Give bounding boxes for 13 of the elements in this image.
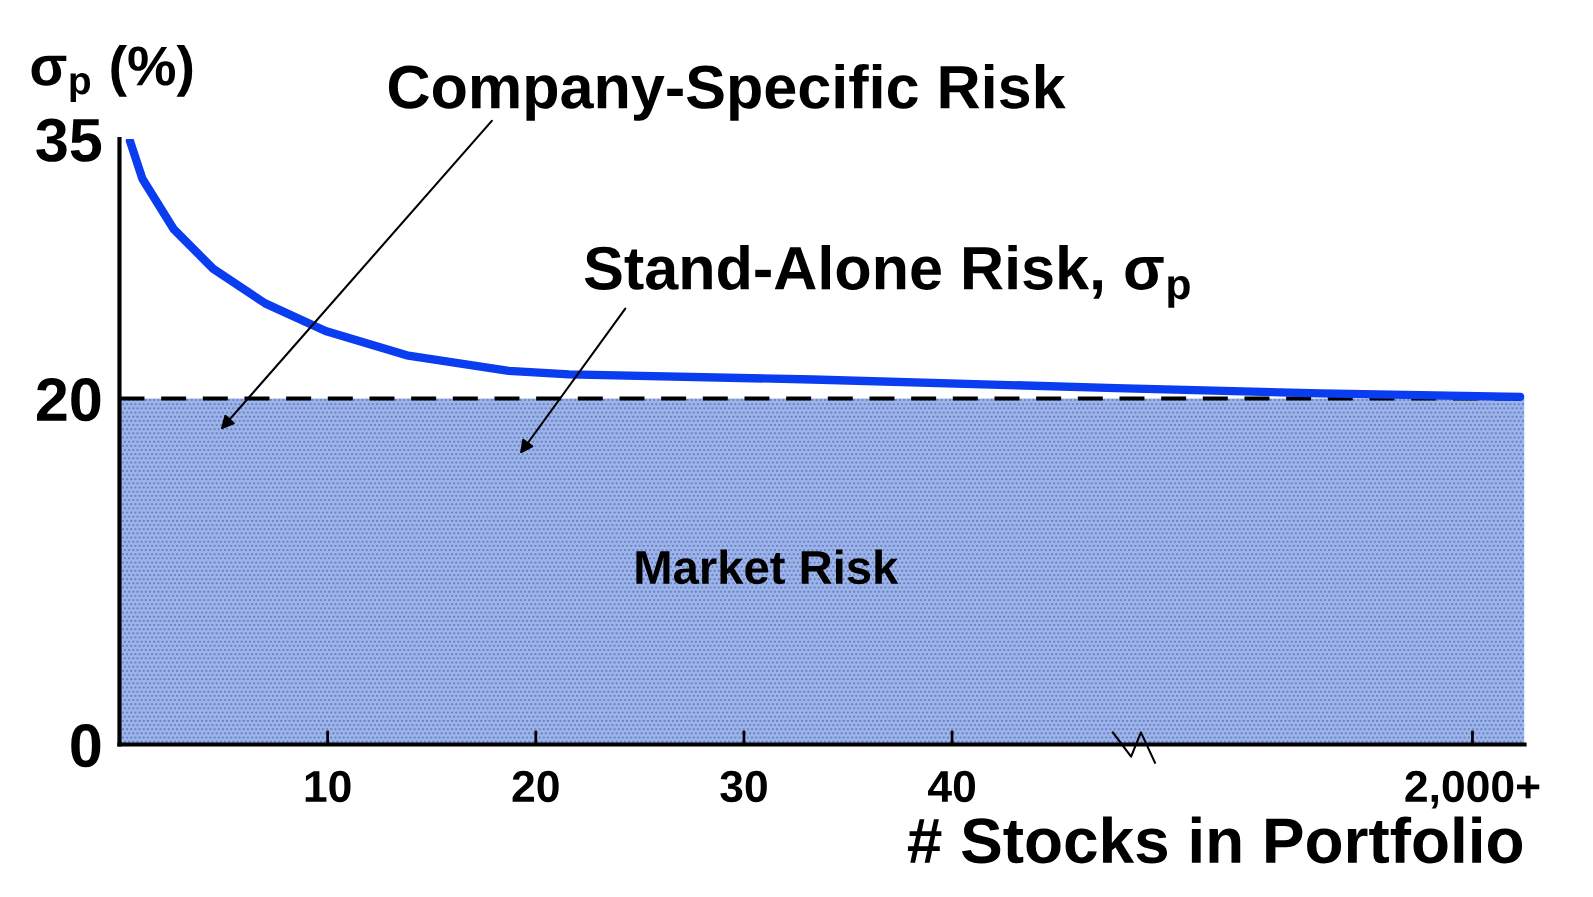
x-tick-label: 20: [512, 770, 559, 803]
x-tick-label: 2,000+: [1405, 770, 1540, 809]
y-axis-title: σ$_{p}$ (%): [31, 44, 193, 103]
y-tick-label: 20: [36, 377, 101, 422]
y-tick-label: 35: [36, 118, 102, 162]
x-tick-label: 10: [305, 770, 351, 803]
band-label: Market Risk: [636, 549, 899, 585]
text: Company-Specific Risk: [388, 63, 1066, 121]
x-tick-label: 30: [720, 770, 767, 803]
x-tick-label: 40: [928, 770, 975, 803]
annotation: Stand-Alone Risk, σ$_{p}$: [584, 245, 1190, 308]
x-axis-title: # Stocks in Portfolio: [907, 816, 1523, 864]
y-tick-label: 0: [71, 723, 101, 768]
